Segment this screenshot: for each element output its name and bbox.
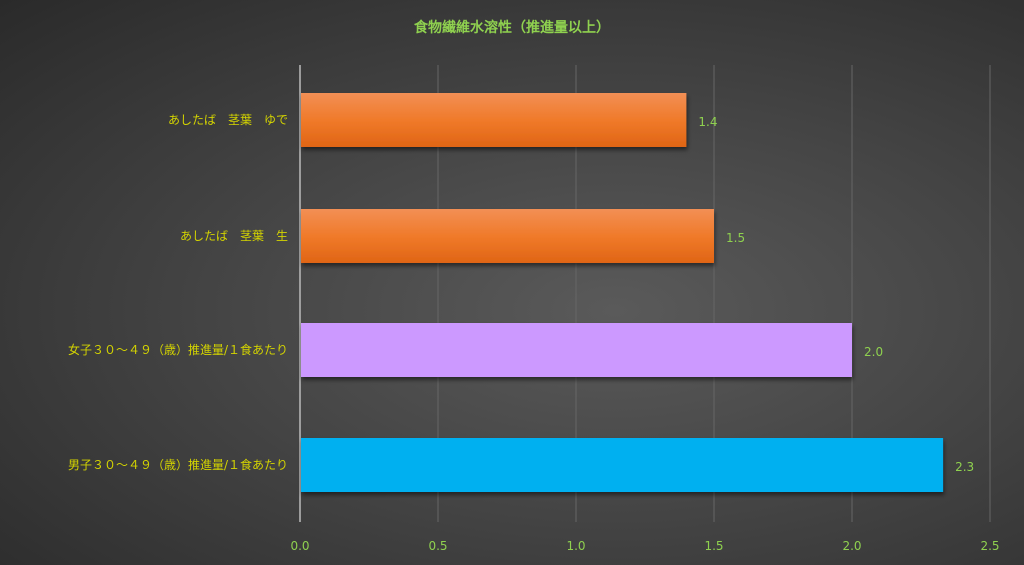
data-label: 1.5 <box>726 231 745 245</box>
category-label: あしたば 茎葉 生 <box>180 229 288 243</box>
x-tick-label: 0.0 <box>290 539 309 553</box>
data-label: 1.4 <box>698 115 717 129</box>
category-label: 男子３０～４９（歳）推進量/１食あたり <box>68 457 288 472</box>
bar <box>301 438 944 492</box>
chart-title: 食物繊維水溶性（推進量以上） <box>414 19 610 36</box>
x-tick-label: 2.0 <box>842 539 861 553</box>
bar <box>301 209 714 263</box>
bar <box>301 93 687 147</box>
category-label: あしたば 茎葉 ゆで <box>168 113 288 127</box>
x-tick-label: 2.5 <box>980 539 999 553</box>
x-tick-label: 1.0 <box>566 539 585 553</box>
x-tick-label: 0.5 <box>428 539 447 553</box>
data-label: 2.3 <box>955 460 974 474</box>
data-label: 2.0 <box>864 345 883 359</box>
x-tick-label: 1.5 <box>704 539 723 553</box>
category-label: 女子３０～４９（歳）推進量/１食あたり <box>68 342 288 357</box>
bar <box>301 323 852 377</box>
